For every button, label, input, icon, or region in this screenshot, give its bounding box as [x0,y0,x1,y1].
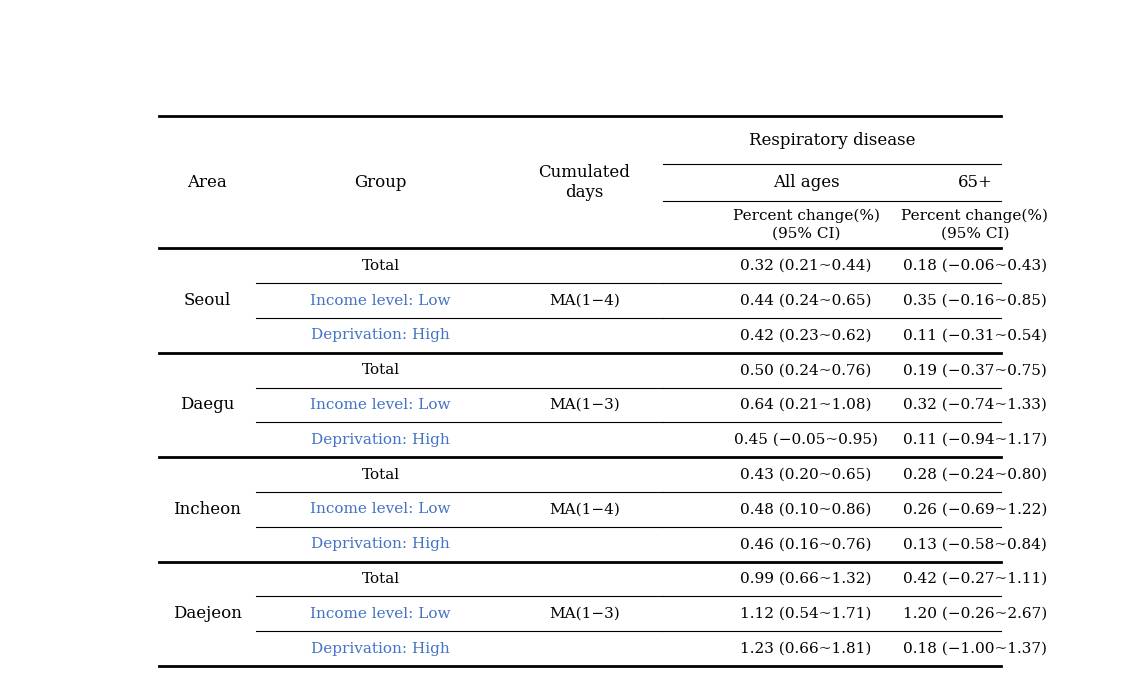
Text: 0.32 (0.21~0.44): 0.32 (0.21~0.44) [740,259,872,273]
Text: Incheon: Incheon [173,501,241,518]
Text: Cumulated
days: Cumulated days [539,164,631,201]
Text: Deprivation: High: Deprivation: High [311,642,449,656]
Text: Percent change(%)
(95% CI): Percent change(%) (95% CI) [901,208,1048,241]
Text: 1.20 (−0.26~2.67): 1.20 (−0.26~2.67) [903,607,1047,621]
Text: 0.48 (0.10~0.86): 0.48 (0.10~0.86) [740,502,872,516]
Text: 0.11 (−0.31~0.54): 0.11 (−0.31~0.54) [903,328,1047,342]
Text: 0.42 (−0.27~1.11): 0.42 (−0.27~1.11) [903,572,1047,586]
Text: 0.18 (−0.06~0.43): 0.18 (−0.06~0.43) [903,259,1047,273]
Text: Deprivation: High: Deprivation: High [311,328,449,342]
Text: 0.28 (−0.24~0.80): 0.28 (−0.24~0.80) [903,468,1047,482]
Text: 0.26 (−0.69~1.22): 0.26 (−0.69~1.22) [902,502,1047,516]
Text: Seoul: Seoul [183,292,231,309]
Text: 0.45 (−0.05~0.95): 0.45 (−0.05~0.95) [734,433,878,447]
Text: Income level: Low: Income level: Low [310,294,451,308]
Text: 0.43 (0.20~0.65): 0.43 (0.20~0.65) [740,468,872,482]
Text: 65+: 65+ [958,174,993,191]
Text: 0.50 (0.24~0.76): 0.50 (0.24~0.76) [740,363,872,377]
Text: Area: Area [188,174,228,191]
Text: Total: Total [361,363,400,377]
Text: Deprivation: High: Deprivation: High [311,433,449,447]
Text: Deprivation: High: Deprivation: High [311,537,449,551]
Text: 0.11 (−0.94~1.17): 0.11 (−0.94~1.17) [903,433,1047,447]
Text: Total: Total [361,468,400,482]
Text: Income level: Low: Income level: Low [310,502,451,516]
Text: Daegu: Daegu [180,397,234,414]
Text: Total: Total [361,572,400,586]
Text: All ages: All ages [773,174,839,191]
Text: 0.18 (−1.00~1.37): 0.18 (−1.00~1.37) [903,642,1047,656]
Text: 0.19 (−0.37~0.75): 0.19 (−0.37~0.75) [903,363,1047,377]
Text: 1.23 (0.66~1.81): 1.23 (0.66~1.81) [740,642,872,656]
Text: 0.99 (0.66~1.32): 0.99 (0.66~1.32) [740,572,872,586]
Text: Income level: Low: Income level: Low [310,607,451,621]
Text: Percent change(%)
(95% CI): Percent change(%) (95% CI) [732,208,880,241]
Text: 0.35 (−0.16~0.85): 0.35 (−0.16~0.85) [903,294,1047,308]
Text: MA(1−4): MA(1−4) [549,502,620,516]
Text: 0.13 (−0.58~0.84): 0.13 (−0.58~0.84) [903,537,1047,551]
Text: Respiratory disease: Respiratory disease [749,132,916,149]
Text: Income level: Low: Income level: Low [310,398,451,412]
Text: 0.42 (0.23~0.62): 0.42 (0.23~0.62) [740,328,872,342]
Text: MA(1−3): MA(1−3) [549,607,620,621]
Text: Daejeon: Daejeon [173,606,242,623]
Text: 0.32 (−0.74~1.33): 0.32 (−0.74~1.33) [903,398,1047,412]
Text: 0.64 (0.21~1.08): 0.64 (0.21~1.08) [740,398,872,412]
Text: 1.12 (0.54~1.71): 1.12 (0.54~1.71) [740,607,872,621]
Text: MA(1−3): MA(1−3) [549,398,620,412]
Text: 0.46 (0.16~0.76): 0.46 (0.16~0.76) [740,537,872,551]
Text: MA(1−4): MA(1−4) [549,294,620,308]
Text: 0.44 (0.24~0.65): 0.44 (0.24~0.65) [740,294,872,308]
Text: Group: Group [354,174,406,191]
Text: Total: Total [361,259,400,273]
